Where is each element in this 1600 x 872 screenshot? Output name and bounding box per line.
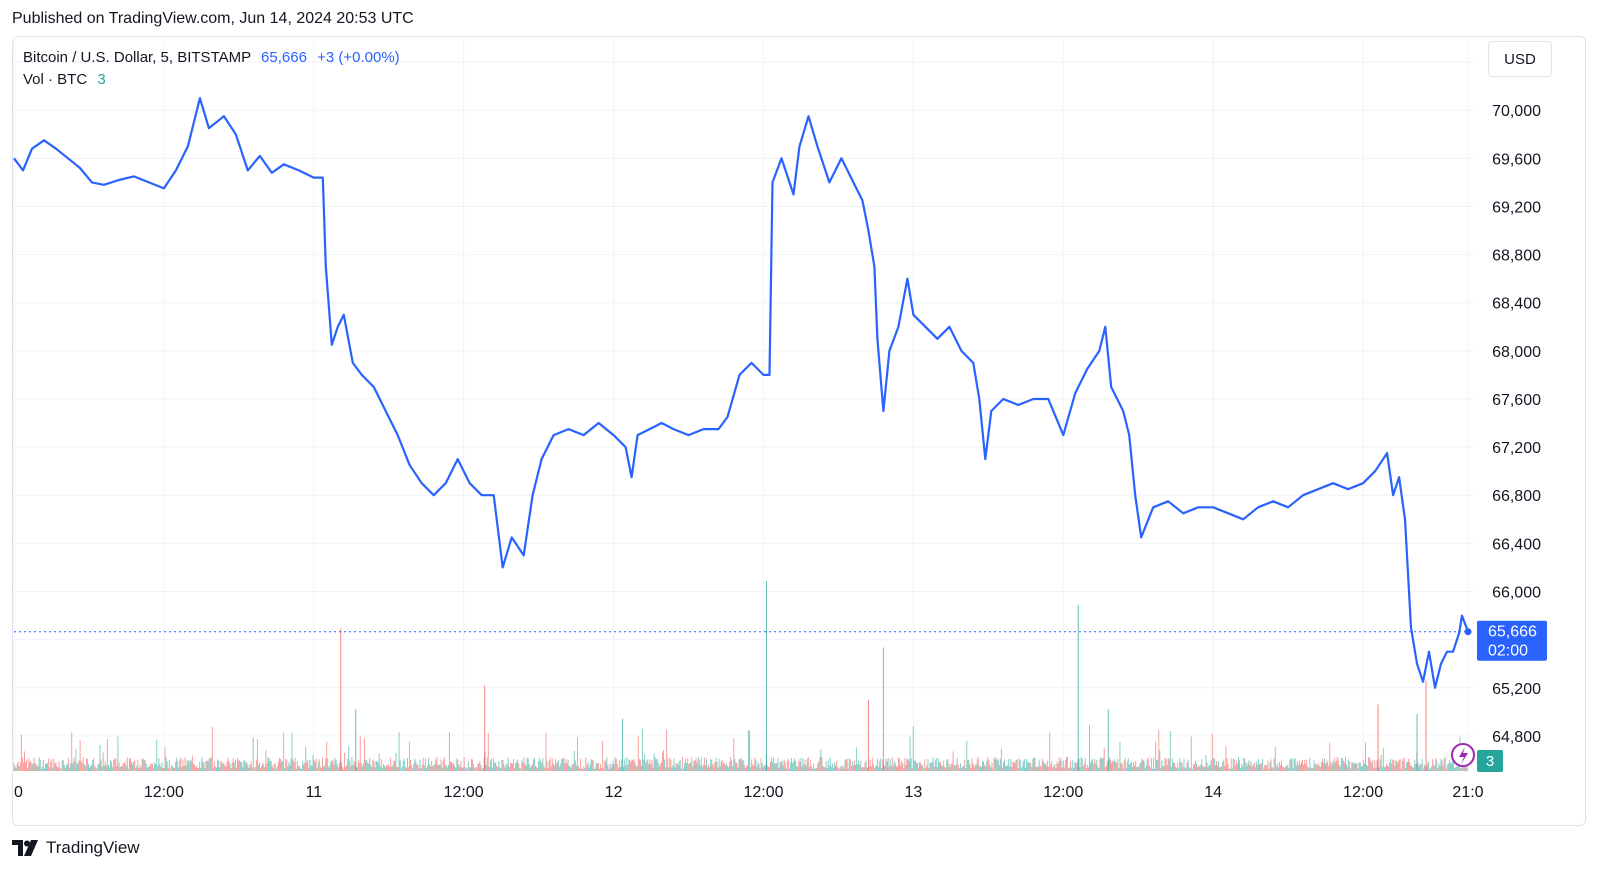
legend-volume-label: Vol · BTC xyxy=(23,71,88,88)
x-tick-label: 12:00 xyxy=(144,784,184,801)
x-tick-label: 12:00 xyxy=(1043,784,1083,801)
price-series xyxy=(13,97,1470,689)
tradingview-brand: TradingView xyxy=(46,838,140,857)
published-caption: Published on TradingView.com, Jun 14, 20… xyxy=(12,10,414,27)
y-tick-label: 67,200 xyxy=(1492,440,1541,457)
y-tick-label: 64,800 xyxy=(1492,729,1541,746)
y-tick-label: 70,000 xyxy=(1492,103,1541,120)
legend-change: +3 (+0.00%) xyxy=(317,49,400,66)
y-tick-label: 69,200 xyxy=(1492,199,1541,216)
y-tick-label: 68,800 xyxy=(1492,248,1541,265)
y-tick-label: 66,800 xyxy=(1492,488,1541,505)
x-tick-label: 14 xyxy=(1204,784,1222,801)
last-price-dot xyxy=(1464,628,1472,636)
y-tick-label: 65,200 xyxy=(1492,681,1541,698)
y-tick-label: 69,600 xyxy=(1492,151,1541,168)
volume-value-label: 3 xyxy=(1486,753,1494,770)
x-tick-label: 12 xyxy=(605,784,623,801)
y-tick-label: 66,000 xyxy=(1492,585,1541,602)
last-price-marker: 65,666 02:00 3 xyxy=(14,620,1547,772)
x-tick-label: 0 xyxy=(14,784,23,801)
volume-value-badge xyxy=(1477,750,1503,772)
time-axis[interactable]: 0 12:00 11 12:00 12 12:00 13 12:00 14 12:00 21:0 xyxy=(14,784,1484,801)
price-line xyxy=(13,97,1470,689)
y-tick-label: 68,000 xyxy=(1492,344,1541,361)
legend-volume-value: 3 xyxy=(97,71,106,88)
y-tick-label: 67,600 xyxy=(1492,392,1541,409)
currency-button[interactable]: USD xyxy=(1488,41,1552,77)
flash-glyph xyxy=(1459,747,1468,764)
legend-volume-row[interactable]: Vol · BTC 3 xyxy=(23,69,400,91)
legend-symbol[interactable]: Bitcoin / U.S. Dollar, 5, BITSTAMP xyxy=(23,49,251,66)
grid-lines xyxy=(13,38,1474,772)
legend-symbol-row[interactable]: Bitcoin / U.S. Dollar, 5, BITSTAMP 65,66… xyxy=(23,47,400,69)
x-tick-label: 11 xyxy=(305,784,322,801)
x-tick-label: 21:0 xyxy=(1452,784,1483,801)
last-price-label-box xyxy=(1477,620,1547,661)
last-price-value: 65,666 xyxy=(1488,624,1537,641)
y-tick-label: 66,400 xyxy=(1492,536,1541,553)
last-price-countdown: 02:00 xyxy=(1488,643,1528,660)
chart-legend: Bitcoin / U.S. Dollar, 5, BITSTAMP 65,66… xyxy=(23,47,400,91)
x-tick-label: 12:00 xyxy=(743,784,783,801)
x-tick-label: 12:00 xyxy=(444,784,484,801)
x-tick-label: 12:00 xyxy=(1343,784,1383,801)
volume-bars xyxy=(13,581,1468,771)
tradingview-logo[interactable]: TradingView xyxy=(12,838,140,858)
chart-frame[interactable] xyxy=(12,36,1586,826)
y-tick-label: 68,400 xyxy=(1492,296,1541,313)
x-tick-label: 13 xyxy=(904,784,922,801)
legend-price: 65,666 xyxy=(261,49,307,66)
tradingview-logo-icon xyxy=(12,840,38,856)
